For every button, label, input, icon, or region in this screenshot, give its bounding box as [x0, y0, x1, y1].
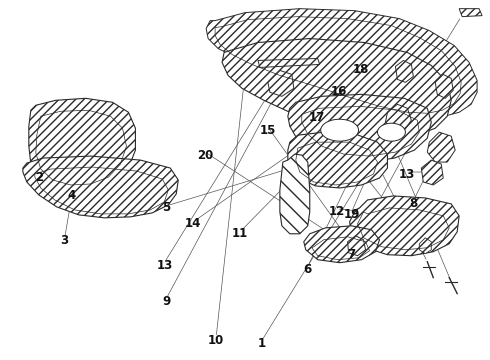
Polygon shape: [304, 226, 379, 263]
Text: 15: 15: [260, 124, 276, 137]
Polygon shape: [421, 160, 443, 185]
Text: 6: 6: [304, 263, 312, 276]
Text: 7: 7: [347, 248, 356, 261]
Text: 4: 4: [68, 189, 76, 202]
Polygon shape: [206, 9, 477, 116]
Text: 13: 13: [156, 259, 172, 272]
Polygon shape: [280, 154, 310, 234]
Text: 13: 13: [398, 167, 415, 180]
Polygon shape: [268, 71, 294, 96]
Polygon shape: [427, 132, 455, 162]
Text: 12: 12: [328, 205, 345, 219]
Polygon shape: [459, 9, 482, 17]
Text: 20: 20: [197, 149, 213, 162]
Text: 8: 8: [409, 197, 417, 210]
Polygon shape: [258, 58, 319, 67]
Polygon shape: [386, 104, 412, 130]
Text: 3: 3: [61, 234, 69, 247]
Ellipse shape: [377, 123, 405, 141]
Text: 19: 19: [343, 208, 360, 221]
Polygon shape: [23, 156, 178, 218]
Polygon shape: [395, 60, 414, 82]
Polygon shape: [347, 236, 366, 256]
Text: 9: 9: [162, 295, 171, 308]
Polygon shape: [435, 75, 453, 98]
Text: 18: 18: [352, 63, 369, 76]
Text: 2: 2: [35, 171, 43, 184]
Text: 16: 16: [330, 85, 347, 98]
Text: 11: 11: [232, 227, 248, 240]
Text: 17: 17: [309, 111, 325, 124]
Ellipse shape: [321, 119, 359, 141]
Polygon shape: [222, 39, 451, 138]
Polygon shape: [288, 94, 431, 162]
Polygon shape: [288, 132, 388, 188]
Polygon shape: [29, 98, 135, 192]
Text: 14: 14: [185, 217, 201, 230]
Polygon shape: [419, 238, 431, 254]
Text: 1: 1: [258, 337, 266, 350]
Polygon shape: [349, 196, 459, 256]
Text: 10: 10: [208, 334, 224, 347]
Text: 5: 5: [162, 201, 171, 215]
